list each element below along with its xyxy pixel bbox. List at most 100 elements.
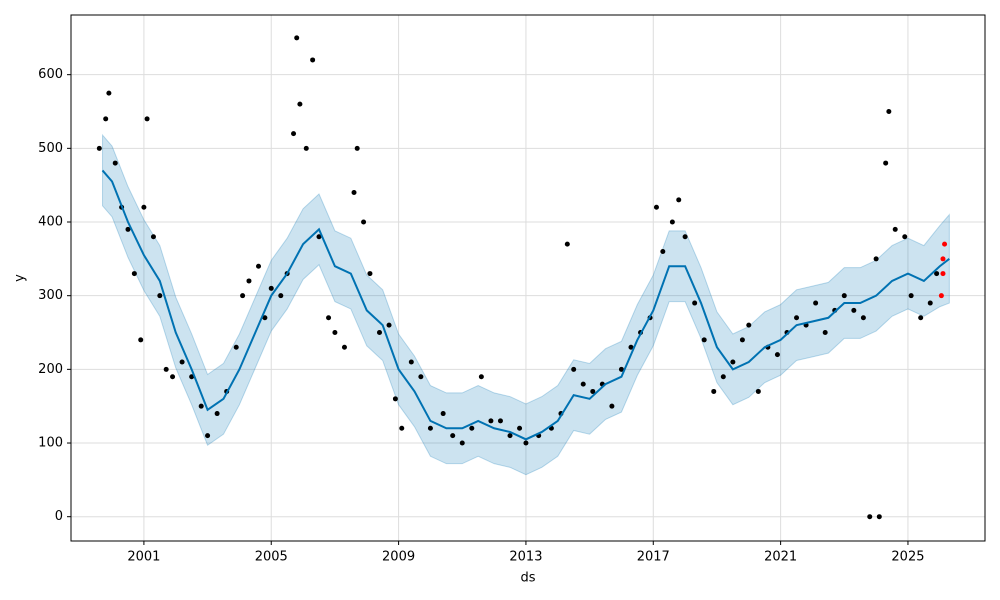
observed-point	[497, 418, 503, 424]
observed-point	[170, 374, 176, 380]
observed-point	[112, 160, 118, 166]
observed-point	[326, 315, 332, 321]
observed-point	[297, 101, 303, 107]
observed-point	[303, 145, 309, 151]
observed-point	[233, 344, 239, 350]
observed-point	[459, 440, 465, 446]
observed-point	[408, 359, 414, 365]
observed-point	[609, 403, 615, 409]
uncertainty-band	[102, 133, 950, 476]
observed-point	[720, 374, 726, 380]
observed-point	[386, 322, 392, 328]
x-tick-label: 2025	[891, 550, 924, 565]
x-tick-label: 2017	[637, 550, 670, 565]
observed-point	[571, 366, 577, 372]
observed-point	[198, 403, 204, 409]
observed-point	[256, 263, 262, 269]
observed-point	[399, 425, 405, 431]
observed-point	[189, 374, 195, 380]
observed-point	[902, 234, 908, 240]
observed-point	[367, 271, 373, 277]
observed-point	[860, 315, 866, 321]
observed-point	[205, 433, 211, 439]
y-axis-label: y	[13, 274, 28, 282]
observed-point	[580, 381, 586, 387]
observed-point	[96, 145, 102, 151]
observed-point	[873, 256, 879, 262]
observed-point	[669, 219, 675, 225]
observed-point	[934, 271, 940, 277]
observed-point	[294, 35, 300, 41]
observed-point	[125, 226, 131, 232]
observed-point	[841, 293, 847, 299]
observed-point	[517, 425, 523, 431]
y-tick-label: 0	[55, 509, 63, 524]
recent-point	[938, 293, 944, 299]
observed-point	[918, 315, 924, 321]
x-tick-label: 2001	[127, 550, 160, 565]
observed-point	[507, 433, 513, 439]
observed-point	[774, 352, 780, 358]
observed-point	[103, 116, 109, 122]
observed-point	[141, 204, 147, 210]
observed-point	[813, 300, 819, 306]
observed-point	[755, 388, 761, 394]
observed-point	[653, 204, 659, 210]
observed-point	[590, 388, 596, 394]
observed-point	[927, 300, 933, 306]
observed-point	[851, 307, 857, 313]
recent-point	[940, 256, 946, 262]
observed-point	[316, 234, 322, 240]
y-tick-label: 500	[38, 141, 63, 156]
observed-point	[908, 293, 914, 299]
recent-point	[942, 241, 948, 247]
observed-point	[478, 374, 484, 380]
observed-point	[392, 396, 398, 402]
observed-point	[523, 440, 529, 446]
observed-point	[450, 433, 456, 439]
observed-point	[469, 425, 475, 431]
x-axis-label: ds	[520, 571, 535, 586]
x-tick-label: 2005	[255, 550, 288, 565]
observed-point	[341, 344, 347, 350]
plot-frame	[70, 14, 986, 542]
observed-point	[246, 278, 252, 284]
observed-point	[488, 418, 494, 424]
observed-point	[157, 293, 163, 299]
observed-point	[418, 374, 424, 380]
observed-point	[144, 116, 150, 122]
observed-point	[883, 160, 889, 166]
observed-point	[746, 322, 752, 328]
observed-point	[150, 234, 156, 240]
observed-point	[214, 411, 220, 417]
observed-point	[268, 285, 274, 291]
observed-point	[876, 514, 882, 520]
observed-point	[628, 344, 634, 350]
observed-point	[730, 359, 736, 365]
observed-point	[138, 337, 144, 343]
observed-point	[163, 366, 169, 372]
observed-point	[676, 197, 682, 203]
observed-point	[892, 226, 898, 232]
observed-point	[692, 300, 698, 306]
x-tick-label: 2013	[509, 550, 542, 565]
observed-point	[618, 366, 624, 372]
observed-point	[886, 109, 892, 115]
y-tick-label: 300	[38, 288, 63, 303]
observed-point	[179, 359, 185, 365]
y-tick-label: 400	[38, 215, 63, 230]
observed-point	[739, 337, 745, 343]
observed-point	[682, 234, 688, 240]
x-tick-label: 2021	[764, 550, 797, 565]
y-tick-label: 200	[38, 362, 63, 377]
observed-point	[564, 241, 570, 247]
observed-point	[310, 57, 316, 63]
observed-point	[440, 411, 446, 417]
observed-point	[106, 90, 112, 96]
y-tick-label: 100	[38, 436, 63, 451]
observed-point	[794, 315, 800, 321]
observed-point	[240, 293, 246, 299]
observed-point	[361, 219, 367, 225]
observed-point	[701, 337, 707, 343]
